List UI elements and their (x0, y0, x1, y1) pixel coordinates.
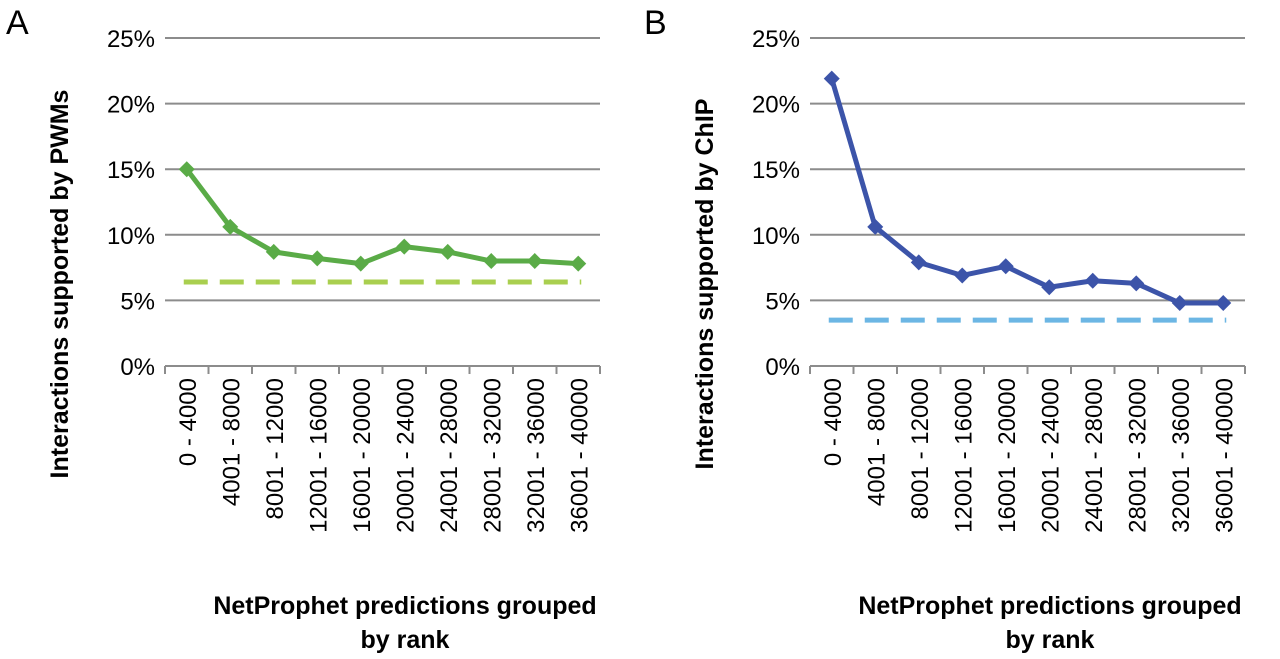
y-tick-label: 10% (107, 223, 155, 250)
x-tick-label: 0 - 4000 (175, 378, 202, 466)
x-tick-label: 8001 - 12000 (262, 378, 289, 519)
data-point-marker (178, 161, 195, 178)
x-tick-label: 16001 - 20000 (994, 378, 1021, 533)
y-tick-labels-b: 0% 5% 10% 15% 20% 25% (752, 26, 800, 381)
data-point-marker (439, 243, 456, 260)
data-point-marker (997, 258, 1014, 275)
data-point-marker (526, 253, 543, 270)
data-point-marker (1041, 279, 1058, 296)
data-point-marker (823, 70, 840, 87)
gridlines-a (165, 37, 600, 367)
x-tick-label: 20001 - 24000 (1037, 378, 1064, 533)
data-point-marker (1084, 272, 1101, 289)
x-tick-label: 20001 - 24000 (392, 378, 419, 533)
chart-panel-a: A 0% 5% 10% 15% 20% 25% 0 - 4000 4001 - 8000 80… (6, 4, 601, 654)
series-group-a (178, 161, 587, 285)
x-axis-title-line2-a: by rank (361, 626, 450, 654)
x-tick-label: 32001 - 36000 (1168, 378, 1195, 533)
series-group-b (823, 70, 1232, 323)
y-tick-label: 20% (752, 92, 800, 119)
data-point-marker (867, 218, 884, 235)
data-point-marker (483, 253, 500, 270)
y-tick-labels-a: 0% 5% 10% 15% 20% 25% (107, 26, 155, 381)
x-tick-label: 28001 - 32000 (1124, 378, 1151, 533)
y-tick-label: 15% (752, 157, 800, 184)
panel-label-a: A (6, 4, 29, 42)
y-tick-label: 20% (107, 92, 155, 119)
x-tick-label: 24001 - 28000 (1081, 378, 1108, 533)
x-tick-label: 4001 - 8000 (218, 378, 245, 506)
y-tick-label: 5% (120, 288, 155, 315)
panel-label-b: B (644, 4, 667, 42)
y-axis-title-b: Interactions supported by ChIP (691, 99, 719, 470)
x-axis-title-line1-b: NetProphet predictions grouped (858, 592, 1241, 620)
data-point-marker (1128, 275, 1145, 292)
data-point-marker (570, 255, 587, 272)
data-point-marker (265, 243, 282, 260)
x-tick-labels-a: 0 - 4000 4001 - 8000 8001 - 12000 12001 - 1… (164, 366, 601, 533)
x-tick-label: 12001 - 16000 (305, 378, 332, 533)
data-point-marker (222, 218, 239, 235)
x-tick-label: 32001 - 36000 (523, 378, 550, 533)
x-tick-label: 8001 - 12000 (907, 378, 934, 519)
x-tick-label: 36001 - 40000 (566, 378, 593, 533)
data-point-marker (1215, 295, 1232, 312)
y-tick-label: 25% (752, 26, 800, 53)
data-point-marker (954, 267, 971, 284)
y-tick-label: 25% (107, 26, 155, 53)
data-series-line-a (184, 167, 579, 267)
x-axis-title-line2-b: by rank (1006, 626, 1095, 654)
data-point-marker (1171, 295, 1188, 312)
x-tick-label: 12001 - 16000 (950, 378, 977, 533)
x-tick-label: 28001 - 32000 (479, 378, 506, 533)
data-series-line-b (829, 77, 1224, 306)
data-point-marker (396, 238, 413, 255)
x-tick-label: 24001 - 28000 (436, 378, 463, 533)
y-axis-title-a: Interactions supported by PWMs (46, 90, 74, 479)
y-tick-label: 0% (120, 354, 155, 381)
y-tick-label: 0% (765, 354, 800, 381)
data-point-marker (910, 254, 927, 271)
x-tick-label: 16001 - 20000 (349, 378, 376, 533)
data-point-marker (309, 250, 326, 267)
y-tick-label: 5% (765, 288, 800, 315)
gridlines-b (810, 37, 1245, 367)
chart-panel-b: B 0% 5% 10% 15% 20% 25% 0 - 4000 4001 - 8000 80… (644, 4, 1246, 654)
data-point-marker (352, 255, 369, 272)
y-tick-label: 10% (752, 223, 800, 250)
y-tick-label: 15% (107, 157, 155, 184)
x-tick-labels-b: 0 - 4000 4001 - 8000 8001 - 12000 12001 - 1… (809, 366, 1246, 533)
x-tick-label: 4001 - 8000 (863, 378, 890, 506)
x-axis-title-line1-a: NetProphet predictions grouped (213, 592, 596, 620)
x-tick-label: 0 - 4000 (820, 378, 847, 466)
x-tick-label: 36001 - 40000 (1211, 378, 1238, 533)
